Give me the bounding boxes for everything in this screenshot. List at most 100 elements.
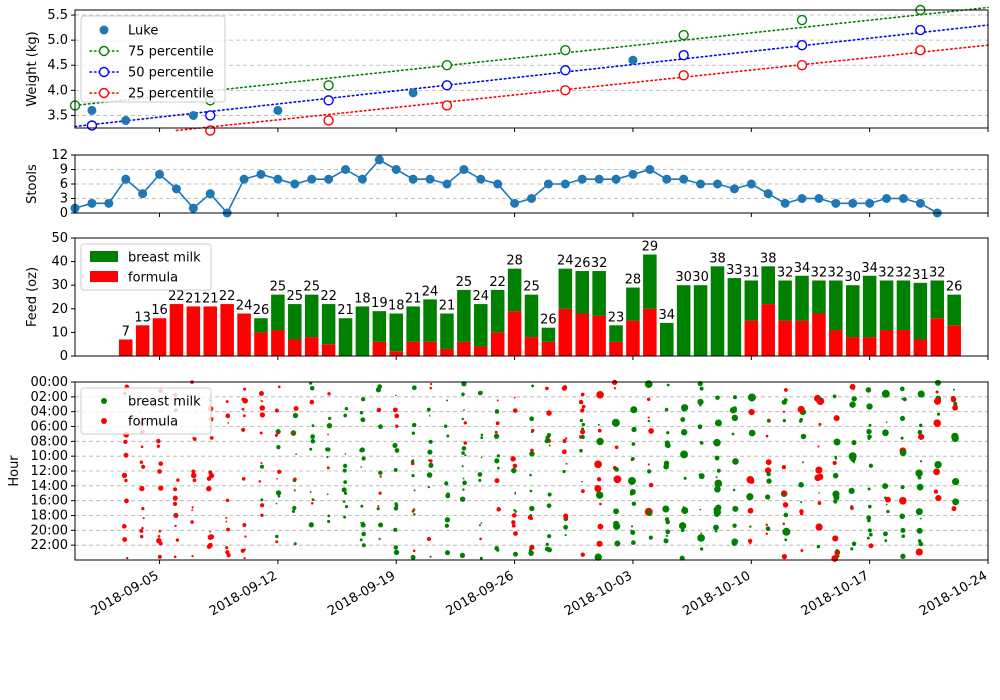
formula-feed-dot xyxy=(310,501,314,505)
legend-label: formula xyxy=(128,415,178,430)
breast-milk-feed-dot xyxy=(868,532,873,537)
stools-point xyxy=(256,169,266,179)
breast-milk-feed-dot xyxy=(581,480,583,483)
feed-total-label: 26 xyxy=(574,256,591,271)
breast-milk-feed-dot xyxy=(732,458,739,465)
formula-feed-dot xyxy=(157,535,161,538)
legend-marker xyxy=(101,398,107,404)
breast-milk-feed-dot xyxy=(444,481,449,486)
breast-milk-feed-dot xyxy=(395,394,397,397)
breast-milk-bar xyxy=(795,275,809,321)
stools-line xyxy=(74,158,938,215)
breast-milk-feed-dot xyxy=(494,546,500,551)
feed-total-label: 32 xyxy=(828,265,845,280)
stools-point xyxy=(611,174,621,184)
breast-milk-feed-dot xyxy=(631,540,636,545)
breast-milk-feed-dot xyxy=(413,489,416,492)
formula-feed-dot xyxy=(596,540,603,547)
breast-milk-feed-dot xyxy=(444,517,451,523)
breast-milk-bar xyxy=(947,294,961,326)
formula-feed-dot xyxy=(172,495,178,501)
formula-feed-dot xyxy=(580,552,585,557)
feed-total-label: 26 xyxy=(946,280,963,295)
breast-milk-feed-dot xyxy=(917,429,923,435)
feed-total-label: 34 xyxy=(794,261,811,276)
breast-milk-feed-dot xyxy=(378,537,381,541)
stools-point xyxy=(104,198,114,208)
formula-feed-dot xyxy=(581,404,586,409)
hour-ytick-label: 14:00 xyxy=(31,479,68,494)
breast-milk-bar xyxy=(930,280,945,319)
feed-total-label: 33 xyxy=(726,263,743,278)
breast-milk-feed-dot xyxy=(342,463,348,469)
breast-milk-feed-dot xyxy=(631,442,636,446)
formula-bar xyxy=(203,306,218,356)
formula-feed-dot xyxy=(226,527,230,532)
stools-point xyxy=(121,174,131,184)
stools-point xyxy=(577,174,587,184)
breast-milk-feed-dot xyxy=(699,508,702,511)
hour-ytick-label: 04:00 xyxy=(31,405,68,420)
breast-milk-feed-dot xyxy=(378,470,383,476)
breast-milk-feed-dot xyxy=(429,555,432,558)
feed-total-label: 31 xyxy=(743,265,760,280)
breast-milk-feed-dot xyxy=(697,534,705,542)
breast-milk-feed-dot xyxy=(713,506,720,513)
formula-feed-dot xyxy=(817,445,820,448)
stools-point xyxy=(425,174,435,184)
breast-milk-feed-dot xyxy=(446,399,449,402)
stools-point xyxy=(746,179,756,189)
breast-milk-feed-dot xyxy=(394,448,400,453)
formula-feed-dot xyxy=(530,448,534,453)
breast-milk-feed-dot xyxy=(885,421,888,423)
breast-milk-feed-dot xyxy=(697,424,703,430)
breast-milk-feed-dot xyxy=(849,401,856,408)
formula-bar xyxy=(271,330,285,356)
feed-total-label: 25 xyxy=(523,280,540,295)
breast-milk-feed-dot xyxy=(295,453,297,455)
formula-feed-dot xyxy=(463,441,468,445)
breast-milk-feed-dot xyxy=(681,507,689,515)
x-tick-label: 2018-09-26 xyxy=(444,568,517,619)
breast-milk-feed-dot xyxy=(682,506,685,508)
breast-milk-feed-dot xyxy=(868,423,872,427)
breast-milk-feed-dot xyxy=(783,512,789,518)
formula-feed-dot xyxy=(242,414,246,418)
stools-point xyxy=(290,179,300,189)
formula-feed-dot xyxy=(546,410,552,416)
breast-milk-bar xyxy=(440,313,454,349)
breast-milk-feed-dot xyxy=(461,392,465,397)
breast-milk-feed-dot xyxy=(953,402,958,406)
breast-milk-feed-dot xyxy=(309,385,315,391)
breast-milk-feed-dot xyxy=(311,424,315,428)
breast-milk-feed-dot xyxy=(596,437,604,446)
breast-milk-feed-dot xyxy=(699,440,704,445)
stools-point xyxy=(155,169,165,179)
weight-point xyxy=(188,110,198,120)
percentile-point xyxy=(441,100,453,111)
stools-point xyxy=(594,174,604,184)
formula-bar xyxy=(778,320,792,356)
formula-feed-dot xyxy=(173,512,179,519)
breast-milk-feed-dot xyxy=(915,508,923,516)
feed-total-label: 32 xyxy=(591,256,608,271)
formula-feed-dot xyxy=(292,433,295,436)
stools-point xyxy=(712,179,722,189)
formula-feed-dot xyxy=(142,517,145,520)
formula-feed-dot xyxy=(831,555,839,562)
weight-legend: Luke 75 percentile 50 percentile 25 percent… xyxy=(80,15,226,103)
formula-feed-dot xyxy=(244,535,247,538)
formula-feed-dot xyxy=(276,477,278,480)
formula-feed-dot xyxy=(899,497,907,505)
formula-bar xyxy=(913,339,928,356)
percentile-point xyxy=(86,120,98,131)
formula-feed-dot xyxy=(768,419,771,422)
formula-feed-dot xyxy=(613,387,617,390)
breast-milk-feed-dot xyxy=(596,490,602,496)
breast-milk-bar xyxy=(676,285,691,356)
breast-milk-feed-dot xyxy=(428,439,433,444)
breast-milk-bar xyxy=(913,282,928,340)
formula-feed-dot xyxy=(123,439,128,444)
breast-milk-feed-dot xyxy=(731,414,739,422)
x-tick-label: 2018-10-17 xyxy=(799,568,872,619)
